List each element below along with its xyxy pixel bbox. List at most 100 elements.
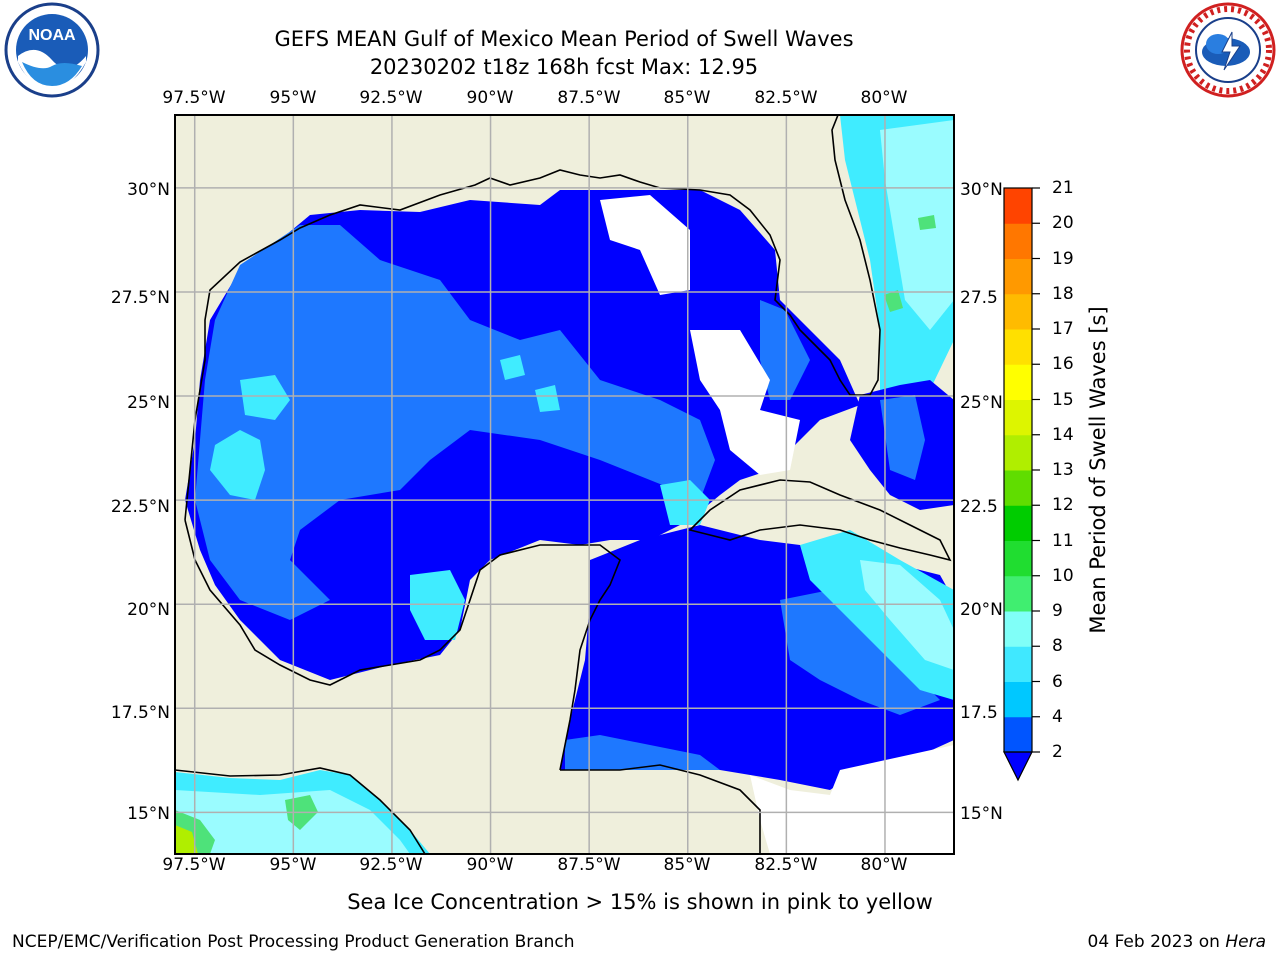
lon-tick-bottom: 90°W xyxy=(466,855,514,875)
colorbar-band xyxy=(1004,223,1032,259)
credit-date-host: 04 Feb 2023 on Hera xyxy=(1088,932,1266,952)
colorbar-tick-label: 17 xyxy=(1052,319,1074,339)
colorbar-tick-label: 20 xyxy=(1052,213,1074,234)
colorbar-tick-marks xyxy=(1032,187,1040,753)
lat-tick-right: 22.5 xyxy=(960,497,998,517)
lat-tick-right: 27.5 xyxy=(960,288,998,308)
colorbar-tick-label: 19 xyxy=(1052,248,1074,269)
gulf-medium-blue-zone xyxy=(195,225,715,620)
colorbar-tick-label: 21 xyxy=(1052,178,1074,198)
colorbar-tick-label: 8 xyxy=(1052,636,1063,657)
atlantic-green-spot xyxy=(884,290,903,312)
colorbar-extend-below xyxy=(1003,751,1033,782)
colorbar xyxy=(1003,187,1040,782)
us-gulf-coastline xyxy=(184,115,881,521)
gulf-no-data-patch-ne xyxy=(600,195,690,295)
colorbar-band xyxy=(1004,575,1032,612)
colorbar-band xyxy=(1004,505,1032,541)
chart-subtitle: 20230202 t18z 168h fcst Max: 12.95 xyxy=(369,55,759,79)
caribbean-no-data xyxy=(750,745,954,854)
lon-tick-top: 87.5°W xyxy=(557,88,621,108)
lon-tick-bottom: 85°W xyxy=(663,855,711,875)
colorbar-tick-label: 13 xyxy=(1052,460,1074,480)
gulf-cyan-patch-central2 xyxy=(535,385,560,412)
colorbar-band xyxy=(1004,540,1032,577)
colorbar-band xyxy=(1004,646,1032,682)
lat-tick-right: 17.5 xyxy=(960,703,998,723)
gulf-cyan-patch-west xyxy=(210,430,265,500)
caribbean-medium-blue-south xyxy=(565,735,720,770)
colorbar-band xyxy=(1004,716,1032,753)
lat-tick-left: 20°N xyxy=(127,600,170,620)
colorbar-tick-label: 10 xyxy=(1052,565,1074,586)
lon-tick-bottom: 80°W xyxy=(860,855,908,875)
colorbar-tick-label: 11 xyxy=(1052,530,1074,551)
nws-logo xyxy=(1180,2,1276,98)
lon-tick-top: 95°W xyxy=(269,88,317,108)
bahamas-medium-blue xyxy=(880,395,925,480)
lat-tick-left: 27.5°N xyxy=(110,288,170,308)
colorbar-band xyxy=(1004,364,1032,400)
colorbar-title: Mean Period of Swell Waves [s] xyxy=(1086,306,1110,634)
lat-tick-right: 30°N xyxy=(960,180,1003,200)
colorbar-tick-label: 18 xyxy=(1052,283,1074,304)
atlantic-green-spot2 xyxy=(918,215,936,230)
colorbar-band xyxy=(1004,611,1032,647)
sea-ice-footnote: Sea Ice Concentration > 15% is shown in … xyxy=(347,890,933,914)
credit-organization: NCEP/EMC/Verification Post Processing Pr… xyxy=(12,932,575,952)
central-america-caribbean-coast xyxy=(560,764,761,854)
gulf-cyan-patch-west2 xyxy=(240,375,290,420)
lon-tick-top: 82.5°W xyxy=(754,88,818,108)
lon-tick-top: 97.5°W xyxy=(162,88,226,108)
colorbar-tick-label: 4 xyxy=(1052,706,1063,727)
credit-host: Hera xyxy=(1225,932,1266,952)
pacific-yellow-green-patch xyxy=(175,825,198,854)
lon-tick-bottom: 92.5°W xyxy=(359,855,423,875)
central-america-pacific-coast xyxy=(175,767,426,854)
cuba-coastline xyxy=(688,479,952,562)
gulf-cyan-patch-bay xyxy=(410,570,465,640)
graticule xyxy=(175,115,954,854)
lon-tick-top: 92.5°W xyxy=(359,88,423,108)
lon-tick-top: 85°W xyxy=(663,88,711,108)
colorbar-bands xyxy=(1004,188,1032,753)
colorbar-band xyxy=(1004,188,1032,224)
gulf-cyan-patch-yucatan xyxy=(660,480,710,525)
colorbar-band xyxy=(1004,470,1032,506)
colorbar-band xyxy=(1004,329,1032,365)
colorbar-tick-label: 2 xyxy=(1052,742,1063,762)
noaa-logo-text: NOAA xyxy=(28,27,76,44)
colorbar-tick-label: 15 xyxy=(1052,389,1074,410)
lon-tick-top: 90°W xyxy=(466,88,514,108)
lon-tick-bottom: 97.5°W xyxy=(162,855,226,875)
map-frame xyxy=(174,114,955,855)
lat-tick-right: 20°N xyxy=(960,600,1003,620)
caribbean-medium-blue xyxy=(780,590,940,715)
caribbean-cyan-band xyxy=(800,530,954,700)
lat-tick-left: 17.5°N xyxy=(110,703,170,723)
lat-tick-right: 15°N xyxy=(960,804,1003,824)
credit-date: 04 Feb 2023 on xyxy=(1087,932,1226,952)
caribbean-light-cyan xyxy=(860,560,954,670)
colorbar-tick-label: 9 xyxy=(1052,601,1063,621)
colorbar-band xyxy=(1004,293,1032,330)
lat-tick-left: 22.5°N xyxy=(110,497,170,517)
lat-tick-left: 30°N xyxy=(127,180,170,200)
colorbar-band xyxy=(1004,399,1032,436)
colorbar-tick-label: 6 xyxy=(1052,671,1063,692)
lon-tick-bottom: 87.5°W xyxy=(557,855,621,875)
lon-tick-bottom: 95°W xyxy=(269,855,317,875)
gulf-cyan-patch-central xyxy=(500,355,525,380)
mexico-gulf-coastline xyxy=(184,519,621,771)
lat-tick-right: 25°N xyxy=(960,393,1003,413)
map-content xyxy=(175,115,954,854)
colorbar-band xyxy=(1004,434,1032,471)
colorbar-tick-label: 14 xyxy=(1052,424,1074,445)
atlantic-light-cyan xyxy=(880,120,954,330)
colorbar-band xyxy=(1004,681,1032,718)
chart-title: GEFS MEAN Gulf of Mexico Mean Period of … xyxy=(274,27,854,51)
colorbar-band xyxy=(1004,258,1032,295)
gulf-no-data-patch-se xyxy=(690,330,800,475)
colorbar-tick-label: 12 xyxy=(1052,495,1074,516)
